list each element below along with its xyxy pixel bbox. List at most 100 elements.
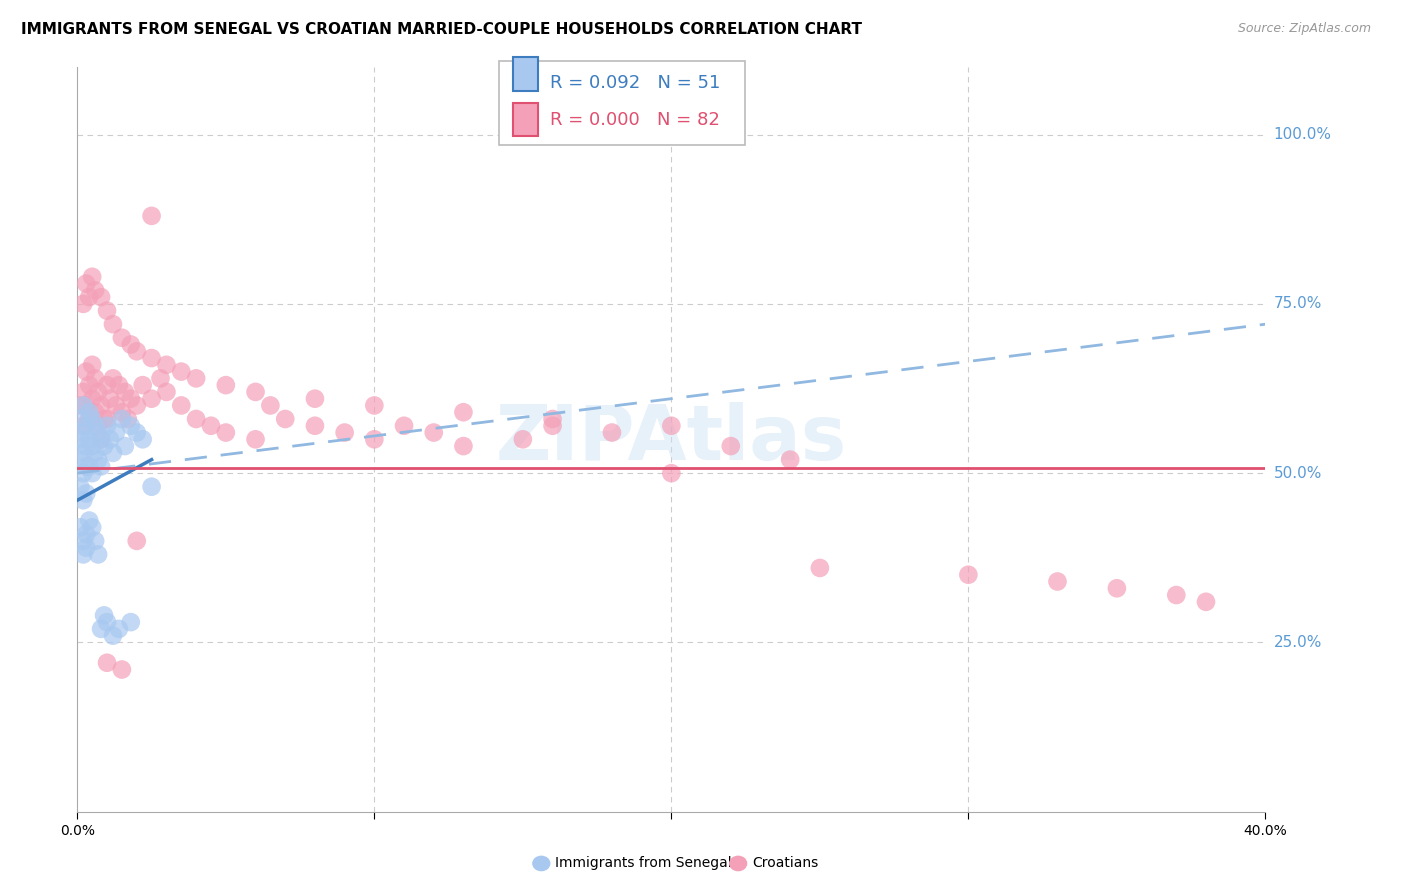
Point xyxy=(72,466,94,480)
Point xyxy=(96,418,118,433)
Point xyxy=(104,399,127,413)
Text: Source: ZipAtlas.com: Source: ZipAtlas.com xyxy=(1237,22,1371,36)
Point xyxy=(215,378,238,392)
Point xyxy=(87,425,110,440)
Point xyxy=(125,399,148,413)
Point xyxy=(104,425,127,440)
Point xyxy=(90,622,112,636)
Point xyxy=(77,433,100,447)
Point xyxy=(957,567,980,582)
Point xyxy=(93,439,115,453)
Point xyxy=(779,452,801,467)
Point xyxy=(541,412,564,426)
Point xyxy=(453,405,475,419)
Point xyxy=(82,358,104,372)
Point xyxy=(87,548,110,562)
Point xyxy=(82,439,104,453)
Point xyxy=(75,365,97,379)
Point xyxy=(1046,574,1069,589)
Point xyxy=(259,399,281,413)
Point xyxy=(149,371,172,385)
Point xyxy=(84,446,107,460)
Text: Immigrants from Senegal: Immigrants from Senegal xyxy=(555,856,733,871)
Point xyxy=(77,514,100,528)
Point xyxy=(125,344,148,359)
Point xyxy=(82,269,104,284)
Point xyxy=(363,399,385,413)
Point xyxy=(75,418,97,433)
Point xyxy=(96,615,118,629)
Point xyxy=(93,412,115,426)
Point xyxy=(541,418,564,433)
Point xyxy=(111,412,134,426)
Point xyxy=(82,520,104,534)
Point xyxy=(120,337,142,351)
Point xyxy=(75,277,97,291)
Point xyxy=(82,412,104,426)
Point xyxy=(245,384,267,399)
Point xyxy=(87,452,110,467)
Point xyxy=(87,384,110,399)
Point xyxy=(75,541,97,555)
Point xyxy=(333,425,356,440)
Point xyxy=(87,418,110,433)
Point xyxy=(111,405,134,419)
Text: R = 0.092   N = 51: R = 0.092 N = 51 xyxy=(550,74,720,92)
Text: Croatians: Croatians xyxy=(752,856,818,871)
Point xyxy=(75,439,97,453)
Point xyxy=(170,365,193,379)
Point xyxy=(186,371,208,385)
Text: IMMIGRANTS FROM SENEGAL VS CROATIAN MARRIED-COUPLE HOUSEHOLDS CORRELATION CHART: IMMIGRANTS FROM SENEGAL VS CROATIAN MARR… xyxy=(21,22,862,37)
Point xyxy=(1166,588,1188,602)
Point xyxy=(661,466,683,480)
Point xyxy=(77,405,100,419)
Point xyxy=(1105,582,1128,596)
Point xyxy=(131,433,153,447)
Point xyxy=(661,418,683,433)
Point xyxy=(84,533,107,548)
Point xyxy=(75,459,97,474)
Point xyxy=(75,527,97,541)
Point xyxy=(304,418,326,433)
Point xyxy=(90,399,112,413)
Point xyxy=(101,371,124,385)
Point xyxy=(141,480,163,494)
Point xyxy=(77,459,100,474)
Point xyxy=(72,399,94,413)
Point xyxy=(96,656,118,670)
Point xyxy=(72,548,94,562)
Text: R = 0.000   N = 82: R = 0.000 N = 82 xyxy=(550,112,720,129)
Point xyxy=(101,446,124,460)
Point xyxy=(120,418,142,433)
Point xyxy=(69,520,91,534)
Point xyxy=(69,399,91,413)
Point xyxy=(141,351,163,365)
Point xyxy=(600,425,623,440)
Point xyxy=(141,392,163,406)
Point xyxy=(125,533,148,548)
Point xyxy=(117,412,139,426)
Point xyxy=(77,290,100,304)
Point xyxy=(98,433,121,447)
Point xyxy=(453,439,475,453)
Point xyxy=(274,412,297,426)
Point xyxy=(170,399,193,413)
Point xyxy=(392,418,415,433)
Point xyxy=(111,663,134,677)
Point xyxy=(108,622,131,636)
Point xyxy=(114,384,136,399)
Point xyxy=(69,452,91,467)
Point xyxy=(72,493,94,508)
Point xyxy=(75,486,97,500)
Point xyxy=(155,384,177,399)
Point xyxy=(84,405,107,419)
Point xyxy=(141,209,163,223)
Point xyxy=(69,433,91,447)
Point xyxy=(75,399,97,413)
Point xyxy=(84,371,107,385)
Point xyxy=(200,418,222,433)
Point xyxy=(114,439,136,453)
Point xyxy=(1195,595,1218,609)
Point xyxy=(72,384,94,399)
Point xyxy=(215,425,238,440)
